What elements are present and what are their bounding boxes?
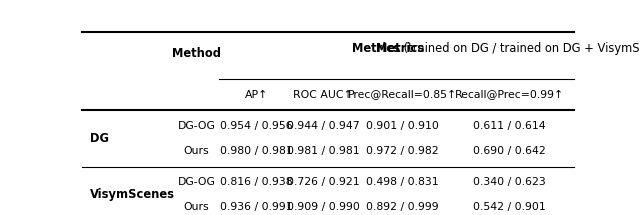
Text: 0.726 / 0.921: 0.726 / 0.921 [287,177,359,187]
Text: VisymScenes: VisymScenes [90,188,175,201]
Text: 0.944 / 0.947: 0.944 / 0.947 [287,121,359,131]
Text: 0.936 / 0.991: 0.936 / 0.991 [220,203,292,212]
Text: 0.542 / 0.901: 0.542 / 0.901 [473,203,545,212]
Text: Prec@Recall=0.85↑: Prec@Recall=0.85↑ [348,89,457,100]
Text: 0.690 / 0.642: 0.690 / 0.642 [473,146,545,156]
Text: 0.980 / 0.981: 0.980 / 0.981 [220,146,292,156]
Text: Method: Method [172,47,221,60]
Text: 0.340 / 0.623: 0.340 / 0.623 [473,177,545,187]
Text: AP↑: AP↑ [244,89,268,100]
Text: 0.981 / 0.981: 0.981 / 0.981 [287,146,359,156]
Text: 0.611 / 0.614: 0.611 / 0.614 [473,121,545,131]
Text: Metrics: Metrics [352,42,400,55]
Text: Recall@Prec=0.99↑: Recall@Prec=0.99↑ [454,89,564,100]
Text: ROC AUC↑: ROC AUC↑ [293,89,353,100]
Text: 0.892 / 0.999: 0.892 / 0.999 [366,203,438,212]
Text: 0.909 / 0.990: 0.909 / 0.990 [287,203,360,212]
Text: (trained on DG / trained on DG + VisymScenes): (trained on DG / trained on DG + VisymSc… [400,42,640,55]
Text: Test Data: Test Data [0,214,1,215]
Text: Metrics: Metrics [376,42,424,55]
Text: 0.972 / 0.982: 0.972 / 0.982 [366,146,438,156]
Text: DG-OG: DG-OG [178,121,216,131]
Text: 0.954 / 0.956: 0.954 / 0.956 [220,121,292,131]
Text: DG-OG: DG-OG [178,177,216,187]
Text: 0.901 / 0.910: 0.901 / 0.910 [366,121,439,131]
Text: Ours: Ours [184,203,209,212]
Text: 0.816 / 0.938: 0.816 / 0.938 [220,177,292,187]
Text: Ours: Ours [184,146,209,156]
Text: DG: DG [90,132,109,145]
Text: 0.498 / 0.831: 0.498 / 0.831 [366,177,438,187]
